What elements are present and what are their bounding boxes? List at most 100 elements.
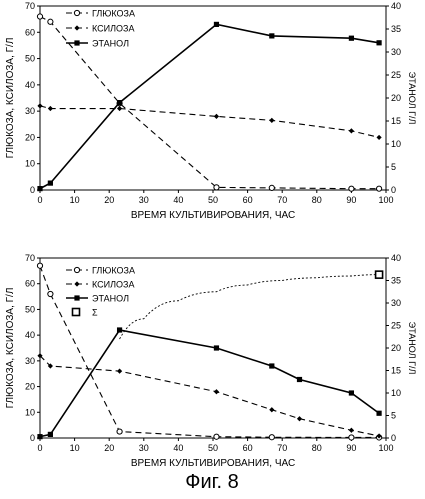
y2-tick-label: 35: [391, 24, 401, 34]
x-tick-label: 70: [277, 443, 287, 453]
y-tick-label: 70: [25, 1, 35, 11]
y-tick-label: 40: [25, 330, 35, 340]
data-point: [376, 433, 382, 439]
x-tick-label: 100: [378, 443, 393, 453]
x-tick-label: 60: [243, 195, 253, 205]
x-tick-label: 0: [37, 443, 42, 453]
data-point: [36, 262, 44, 269]
data-point: [348, 427, 354, 433]
data-point: [47, 290, 54, 298]
y2-tick-label: 25: [391, 321, 401, 331]
legend-label: ГЛЮКОЗА: [92, 9, 135, 19]
series-ЭТАНОЛ: [37, 21, 382, 192]
data-point: [37, 103, 43, 109]
data-point: [348, 390, 354, 396]
data-point: [375, 185, 383, 192]
y-tick-label: 40: [25, 80, 35, 90]
x-tick-label: 30: [139, 195, 149, 205]
x-axis-label: ВРЕМЯ КУЛЬТИВИРОВАНИЯ, ЧАС: [131, 210, 295, 221]
data-point: [47, 431, 53, 437]
data-point: [213, 184, 220, 191]
x-tick-label: 90: [346, 443, 356, 453]
y2-tick-label: 5: [391, 162, 396, 172]
y-tick-label: 30: [25, 106, 35, 116]
data-point: [269, 33, 275, 39]
x-tick-label: 10: [70, 443, 80, 453]
y2-tick-label: 40: [391, 253, 401, 263]
data-point: [376, 40, 382, 46]
y2-tick-label: 30: [391, 298, 401, 308]
legend-marker: [74, 25, 80, 31]
y2-tick-label: 25: [391, 70, 401, 80]
data-point: [268, 434, 275, 441]
legend-label: ГЛЮКОЗА: [92, 266, 135, 276]
legend-label: КСИЛОЗА: [92, 280, 134, 290]
y2-axis-label: ЭТАНОЛ Г/Л: [407, 322, 417, 375]
series-ГЛЮКОЗА: [36, 13, 383, 192]
plot-frame: [39, 5, 387, 191]
data-point: [213, 21, 220, 27]
y2-tick-label: 20: [391, 343, 401, 353]
data-point: [268, 184, 275, 191]
data-point: [37, 353, 43, 359]
series-line: [119, 274, 380, 340]
series-line: [39, 329, 380, 438]
y2-tick-label: 5: [391, 411, 396, 421]
y2-tick-label: 20: [391, 93, 401, 103]
y2-tick-label: 30: [391, 47, 401, 57]
series-КСИЛОЗА: [37, 103, 382, 141]
data-point: [348, 185, 355, 192]
y-tick-label: 20: [25, 132, 35, 142]
x-tick-label: 70: [277, 195, 287, 205]
x-tick-label: 40: [173, 195, 183, 205]
y2-tick-label: 0: [391, 433, 396, 443]
series-КСИЛОЗА: [37, 353, 382, 439]
x-tick-label: 20: [104, 195, 114, 205]
series-ЭТАНОЛ: [37, 327, 382, 440]
x-tick-label: 80: [312, 443, 322, 453]
x-tick-label: 50: [208, 195, 218, 205]
y2-tick-label: 0: [391, 185, 396, 195]
data-point: [47, 105, 53, 112]
data-point: [296, 376, 303, 383]
data-point: [269, 363, 275, 369]
y2-tick-label: 40: [391, 1, 401, 11]
y-tick-label: 60: [25, 27, 35, 37]
data-point: [47, 363, 53, 369]
data-point: [36, 13, 44, 20]
x-tick-label: 80: [312, 195, 322, 205]
figure-caption: Фиг. 8: [185, 471, 238, 493]
y-tick-label: 0: [30, 433, 35, 443]
data-point: [376, 134, 382, 141]
legend-marker: [74, 40, 80, 46]
y-axis-label: ГЛЮКОЗА, КСИЛОЗА, Г/Л: [5, 38, 16, 159]
x-tick-label: 60: [243, 443, 253, 453]
data-point: [116, 105, 123, 112]
legend: ГЛЮКОЗА КСИЛОЗА ЭТАНОЛ Σ: [66, 266, 135, 318]
data-point: [213, 113, 220, 119]
legend-label: ЭТАНОЛ: [92, 39, 129, 49]
x-tick-label: 10: [70, 195, 80, 205]
data-point: [37, 186, 43, 192]
data-point: [213, 389, 220, 395]
data-point: [374, 270, 384, 279]
data-point: [269, 407, 275, 413]
data-point: [47, 18, 54, 25]
x-tick-label: 20: [104, 443, 114, 453]
y-axis-label: ГЛЮКОЗА, КСИЛОЗА, Г/Л: [5, 288, 16, 409]
data-point: [348, 434, 355, 441]
legend-label: Σ: [92, 308, 98, 318]
legend-marker: [74, 281, 80, 287]
y-tick-label: 30: [25, 356, 35, 366]
data-point: [116, 428, 123, 435]
x-tick-label: 50: [208, 443, 218, 453]
legend-marker: [71, 307, 81, 317]
y-tick-label: 60: [25, 279, 35, 289]
legend: ГЛЮКОЗА КСИЛОЗА ЭТАНОЛ: [66, 9, 135, 49]
y-tick-label: 0: [30, 185, 35, 195]
data-point: [116, 100, 123, 106]
series-Σ: [119, 270, 384, 340]
x-tick-label: 90: [346, 195, 356, 205]
data-point: [37, 434, 43, 440]
